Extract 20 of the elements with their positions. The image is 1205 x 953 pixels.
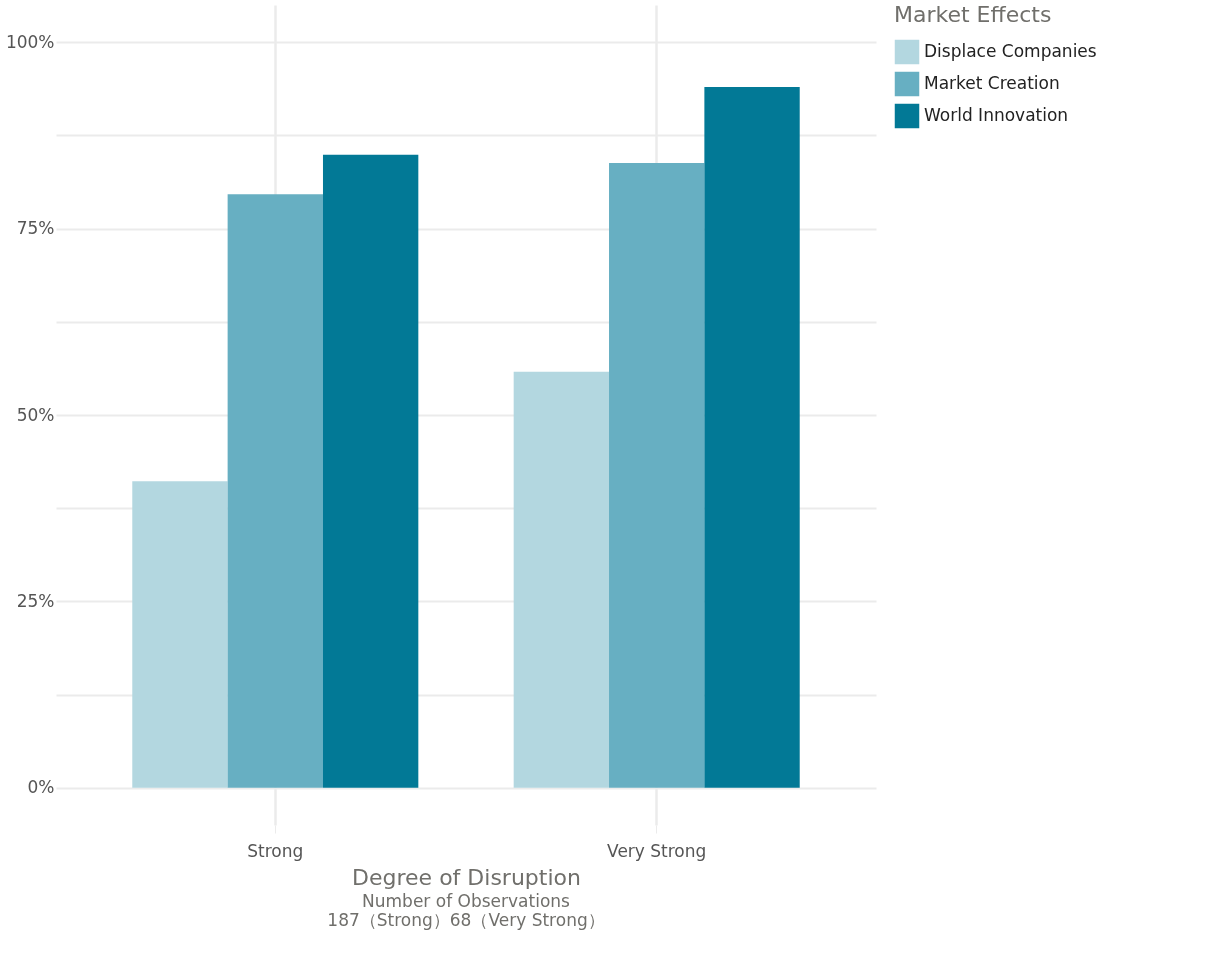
y-tick-label: 25% [16,590,55,611]
bar [227,194,323,788]
x-axis-title: Degree of Disruption [352,864,581,890]
legend-label: World Innovation [924,105,1069,125]
text: 187（Strong）68（Very Strong） [327,910,605,930]
x-tick-label: Strong [247,840,304,861]
bar [322,154,419,788]
y-tick-label: 0% [27,777,55,798]
y-tick-label: 100% [5,31,55,52]
legend-title: Market Effects [894,2,1052,27]
y-tick-label: 75% [16,218,55,239]
x-tick-label: Very Strong [607,840,707,861]
y-tick-label: 50% [16,404,55,425]
legend-label: Displace Companies [924,41,1097,61]
bar [132,481,228,788]
bar [704,87,800,788]
bar [513,371,610,788]
text: Number of Observations [362,891,571,911]
bar [609,163,705,788]
legend-label: Market Creation [924,73,1060,93]
